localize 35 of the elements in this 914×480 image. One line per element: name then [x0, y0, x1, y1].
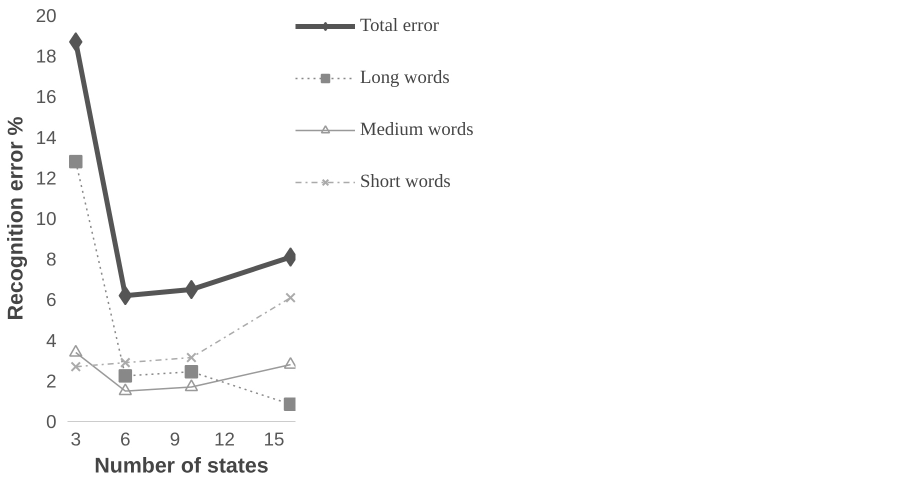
y-tick-label: 8: [46, 248, 57, 270]
y-tick-label: 4: [46, 330, 57, 351]
x-axis-title: Number of states: [94, 454, 269, 478]
y-tick-label: 10: [36, 208, 57, 229]
point: [69, 154, 83, 168]
point: [120, 357, 131, 368]
legend-label: Total error: [360, 15, 439, 37]
point: [285, 292, 296, 303]
y-tick-label: 18: [36, 46, 57, 67]
point: [118, 369, 132, 383]
point: [186, 352, 197, 363]
y-axis-title: Recognition error %: [4, 116, 28, 320]
legend-label: Medium words: [360, 119, 474, 141]
y-tick-label: 6: [46, 289, 57, 310]
point: [69, 32, 83, 52]
y-tick-label: 14: [36, 126, 57, 148]
x-tick-label: 3: [70, 428, 81, 450]
x-tick-label: 15: [264, 428, 284, 450]
legend-label: Long words: [360, 67, 450, 89]
y-tick-label: 0: [46, 411, 57, 432]
x-tick-label: 6: [120, 428, 131, 450]
x-tick-label: 9: [170, 428, 180, 450]
point: [184, 379, 198, 392]
point: [118, 383, 132, 396]
y-tick-label: 20: [36, 5, 57, 26]
y-tick-label: 2: [46, 370, 57, 392]
legend-label: Short words: [360, 171, 451, 193]
point: [184, 280, 198, 300]
point: [69, 344, 83, 357]
point: [118, 286, 132, 306]
y-tick-label: 12: [36, 167, 57, 188]
x-tick-label: 12: [214, 428, 235, 450]
point: [70, 361, 82, 372]
y-tick-label: 16: [36, 86, 57, 108]
point: [184, 365, 198, 379]
